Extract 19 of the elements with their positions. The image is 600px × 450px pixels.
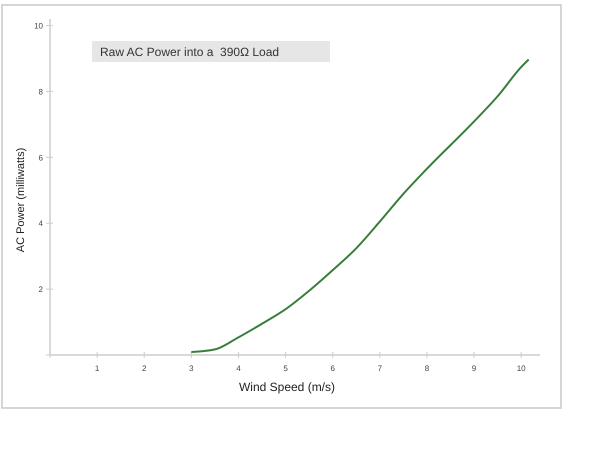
y-tick-label: 6 bbox=[38, 153, 44, 162]
x-tick-label: 4 bbox=[236, 364, 242, 373]
x-tick-label: 8 bbox=[424, 364, 430, 373]
x-tick-label: 5 bbox=[283, 364, 288, 373]
y-tick-label: 10 bbox=[34, 22, 44, 31]
x-tick-label: 7 bbox=[378, 364, 383, 373]
x-tick-label: 3 bbox=[189, 364, 194, 373]
y-axis-title: AC Power (milliwatts) bbox=[15, 148, 27, 252]
x-tick-label: 10 bbox=[516, 364, 526, 373]
x-tick-label: 1 bbox=[94, 364, 100, 373]
line-series bbox=[190, 58, 530, 354]
text: Raw AC Power into a 390Ω Load bbox=[100, 45, 280, 59]
y-tick-label: 8 bbox=[38, 87, 44, 96]
y-tick-label: 4 bbox=[38, 219, 44, 228]
x-tick-label: 9 bbox=[472, 364, 477, 373]
x-axis-title: Wind Speed (m/s) bbox=[238, 380, 336, 394]
y-tick-label: 2 bbox=[38, 285, 44, 294]
x-tick-label: 6 bbox=[330, 364, 336, 373]
x-tick-label: 2 bbox=[142, 364, 148, 373]
